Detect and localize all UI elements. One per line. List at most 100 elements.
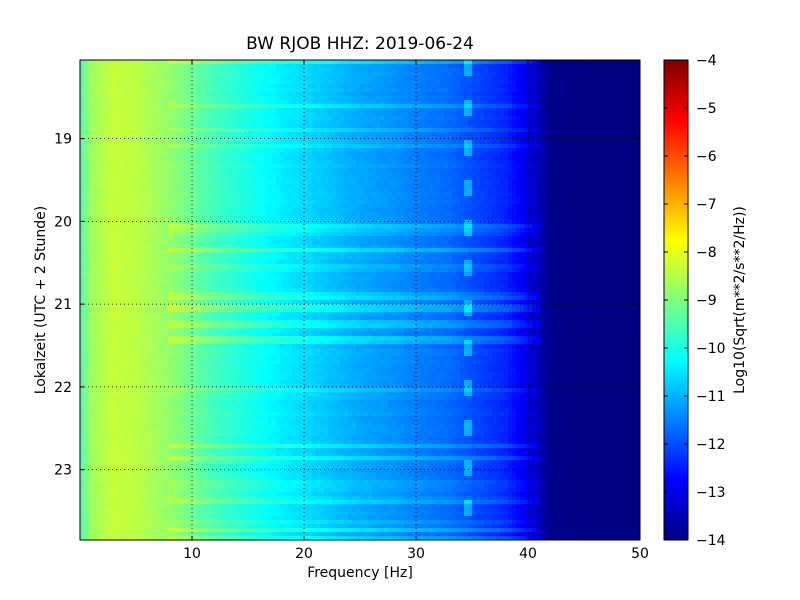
heatmap-cell bbox=[432, 128, 437, 133]
heatmap-cell bbox=[484, 192, 489, 197]
heatmap-cell bbox=[92, 160, 97, 165]
heatmap-cell bbox=[288, 104, 293, 109]
heatmap-cell bbox=[496, 72, 501, 77]
heatmap-cell bbox=[544, 124, 549, 129]
heatmap-cell bbox=[396, 180, 401, 185]
heatmap-cell bbox=[584, 148, 589, 153]
heatmap-cell bbox=[124, 188, 129, 193]
heatmap-cell bbox=[568, 96, 573, 101]
heatmap-cell bbox=[376, 96, 381, 101]
heatmap-cell bbox=[500, 80, 505, 85]
heatmap-cell bbox=[596, 116, 601, 121]
heatmap-cell bbox=[380, 148, 385, 153]
heatmap-cell bbox=[164, 80, 169, 85]
heatmap-cell bbox=[176, 128, 181, 133]
heatmap-cell bbox=[620, 140, 625, 145]
heatmap-cell bbox=[360, 92, 365, 97]
heatmap-cell bbox=[328, 152, 333, 157]
heatmap-cell bbox=[240, 168, 245, 173]
heatmap-cell bbox=[480, 72, 485, 77]
heatmap-cell bbox=[268, 68, 273, 73]
heatmap-cell bbox=[244, 96, 249, 101]
heatmap-cell bbox=[268, 112, 273, 117]
heatmap-cell bbox=[436, 172, 441, 177]
heatmap-cell bbox=[128, 176, 133, 181]
heatmap-cell bbox=[172, 200, 177, 205]
heatmap-cell bbox=[164, 128, 169, 133]
heatmap-cell bbox=[504, 92, 509, 97]
heatmap-cell bbox=[428, 152, 433, 157]
heatmap-cell bbox=[636, 168, 641, 173]
heatmap-cell bbox=[540, 60, 545, 65]
heatmap-cell bbox=[316, 156, 321, 161]
heatmap-cell bbox=[228, 76, 233, 81]
heatmap-cell bbox=[140, 196, 145, 201]
heatmap-cell bbox=[304, 164, 309, 169]
heatmap-cell bbox=[596, 68, 601, 73]
heatmap-cell bbox=[100, 184, 105, 189]
heatmap-cell bbox=[388, 136, 393, 141]
heatmap-cell bbox=[400, 188, 405, 193]
heatmap-cell bbox=[616, 160, 621, 165]
heatmap-cell bbox=[452, 108, 457, 113]
heatmap-cell bbox=[192, 100, 197, 105]
heatmap-cell bbox=[460, 144, 465, 149]
heatmap-cell bbox=[604, 160, 609, 165]
heatmap-cell bbox=[260, 96, 265, 101]
heatmap-cell bbox=[184, 104, 189, 109]
heatmap-cell bbox=[324, 80, 329, 85]
heatmap-cell bbox=[128, 108, 133, 113]
heatmap-cell bbox=[284, 108, 289, 113]
heatmap-cell bbox=[484, 164, 489, 169]
heatmap-cell bbox=[164, 192, 169, 197]
heatmap-cell bbox=[488, 92, 493, 97]
heatmap-cell bbox=[340, 108, 345, 113]
heatmap-cell bbox=[172, 164, 177, 169]
heatmap-cell bbox=[440, 116, 445, 121]
heatmap-cell bbox=[88, 108, 93, 113]
heatmap-cell bbox=[236, 148, 241, 153]
heatmap-cell bbox=[540, 136, 545, 141]
heatmap-cell bbox=[348, 144, 353, 149]
heatmap-cell bbox=[448, 60, 453, 65]
heatmap-cell bbox=[372, 160, 377, 165]
heatmap-cell bbox=[156, 76, 161, 81]
heatmap-cell bbox=[296, 124, 301, 129]
heatmap-cell bbox=[328, 196, 333, 201]
heatmap-cell bbox=[428, 180, 433, 185]
heatmap-cell bbox=[596, 144, 601, 149]
heatmap-cell bbox=[324, 148, 329, 153]
heatmap-cell bbox=[468, 120, 473, 125]
heatmap-cell bbox=[104, 72, 109, 77]
heatmap-cell bbox=[476, 136, 481, 141]
heatmap-cell bbox=[116, 116, 121, 121]
heatmap-cell bbox=[208, 64, 213, 69]
heatmap-cell bbox=[224, 100, 229, 105]
heatmap-cell bbox=[308, 112, 313, 117]
heatmap-cell bbox=[312, 80, 317, 85]
heatmap-cell bbox=[360, 152, 365, 157]
heatmap-cell bbox=[608, 60, 613, 65]
heatmap-cell bbox=[84, 136, 89, 141]
heatmap-cell bbox=[336, 88, 341, 93]
heatmap-cell bbox=[144, 136, 149, 141]
heatmap-cell bbox=[576, 60, 581, 65]
heatmap-cell bbox=[304, 84, 309, 89]
heatmap-cell bbox=[80, 112, 85, 117]
heatmap-cell bbox=[360, 96, 365, 101]
heatmap-cell bbox=[404, 124, 409, 129]
heatmap-cell bbox=[96, 68, 101, 73]
heatmap-cell bbox=[164, 92, 169, 97]
heatmap-cell bbox=[116, 164, 121, 169]
heatmap-cell bbox=[236, 160, 241, 165]
heatmap-cell bbox=[176, 72, 181, 77]
heatmap-cell bbox=[132, 96, 137, 101]
heatmap-cell bbox=[344, 88, 349, 93]
heatmap-cell bbox=[576, 76, 581, 81]
heatmap-cell bbox=[468, 100, 473, 105]
heatmap-cell bbox=[412, 172, 417, 177]
heatmap-cell bbox=[260, 152, 265, 157]
heatmap-cell bbox=[308, 184, 313, 189]
heatmap-cell bbox=[496, 132, 501, 137]
heatmap-cell bbox=[592, 60, 597, 65]
